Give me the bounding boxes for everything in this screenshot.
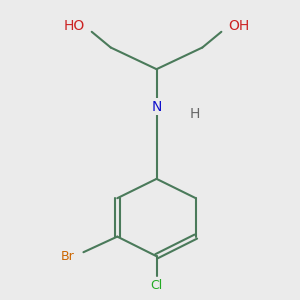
Text: OH: OH bbox=[229, 19, 250, 33]
Text: H: H bbox=[189, 107, 200, 121]
Text: Br: Br bbox=[61, 250, 75, 263]
Text: Cl: Cl bbox=[150, 279, 163, 292]
Text: N: N bbox=[152, 100, 162, 114]
Text: HO: HO bbox=[63, 19, 85, 33]
